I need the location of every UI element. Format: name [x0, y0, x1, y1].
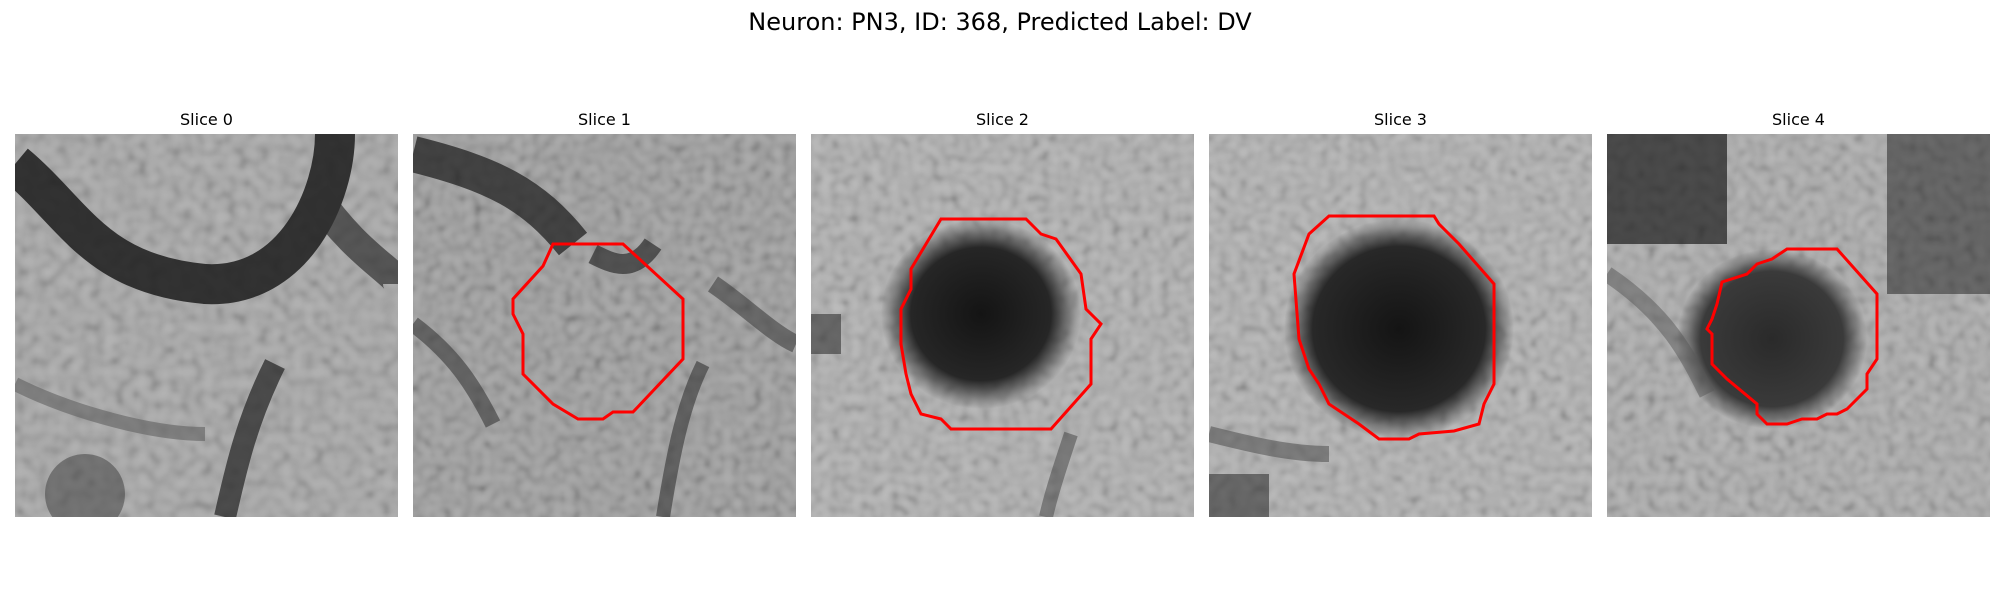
slice-panel-0: Slice 0 [15, 108, 398, 517]
slice-title: Slice 0 [180, 110, 233, 129]
slice-image-1 [413, 134, 796, 517]
slice-image-0 [15, 134, 398, 517]
segmentation-contour-3 [1292, 214, 1496, 441]
segmentation-contour-1 [511, 242, 685, 421]
slice-panel-2: Slice 2 [811, 108, 1194, 517]
segmentation-contour-2 [899, 217, 1103, 431]
slice-title: Slice 4 [1772, 110, 1825, 129]
slice-panel-4: Slice 4 [1607, 108, 1990, 517]
slice-image-4 [1607, 134, 1990, 517]
slice-title: Slice 2 [976, 110, 1029, 129]
segmentation-contour-4 [1705, 247, 1879, 426]
slice-title: Slice 3 [1374, 110, 1427, 129]
slice-panel-3: Slice 3 [1209, 108, 1592, 517]
figure-title: Neuron: PN3, ID: 368, Predicted Label: D… [748, 8, 1252, 36]
slice-panel-1: Slice 1 [413, 108, 796, 517]
slice-title: Slice 1 [578, 110, 631, 129]
slice-image-2 [811, 134, 1194, 517]
slice-image-3 [1209, 134, 1592, 517]
